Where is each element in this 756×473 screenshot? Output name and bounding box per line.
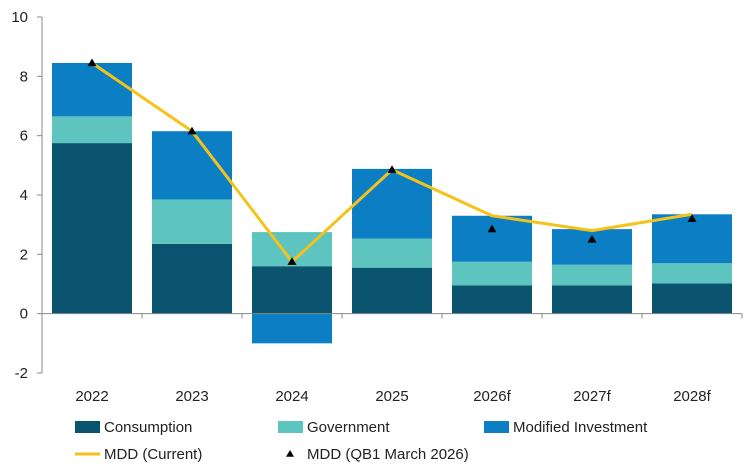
legend-label: Modified Investment [513,419,648,436]
marker-mdd-qb1-2024 [287,257,297,265]
y-tick-label: 8 [20,68,28,85]
x-tick-label: 2024 [275,388,308,405]
y-tick-label: 2 [20,246,28,263]
bar-consumption-2025 [352,267,432,314]
x-tick-label: 2026f [473,388,511,405]
bar-government-2025 [352,238,432,268]
bar-consumption-2028f [652,283,732,314]
bar-modified-investment-2027f [552,229,632,265]
marker-mdd-qb1-2023 [187,126,197,135]
bar-modified-investment-2028f [652,214,732,264]
y-tick-label: 10 [11,9,28,26]
y-tick-label: 4 [20,187,28,204]
marker-mdd-qb1-2025 [387,165,397,173]
bar-consumption-2024 [252,266,332,314]
y-tick-label: -2 [15,365,28,382]
legend-swatch [75,421,100,433]
marker-mdd-qb1-2028f [687,214,697,222]
y-tick-label: 6 [20,128,28,145]
x-tick-label: 2023 [175,388,208,405]
marker-mdd-qb1-2026f [487,224,497,233]
bar-government-2023 [152,199,232,244]
bar-consumption-2022 [52,143,132,314]
legend-swatch [278,421,303,433]
x-tick-label: 2025 [375,388,408,405]
bar-government-2028f [652,263,732,284]
y-tick-label: 0 [20,306,28,323]
bar-consumption-2027f [552,285,632,314]
bar-consumption-2023 [152,243,232,314]
bar-stacks [52,62,732,344]
legend-label: Government [307,419,390,436]
y-axis: -2 0 2 4 6 8 10 [11,9,43,382]
x-axis [41,313,743,319]
bar-government-2026f [452,261,532,286]
bar-modified-investment-2022 [52,62,132,117]
marker-mdd-qb1-2027f [587,235,597,243]
legend-label: Consumption [104,419,192,436]
legend: Consumption Government Modified Investment… [75,419,648,463]
bar-government-2027f [552,264,632,286]
legend-swatch [484,421,509,433]
x-tick-labels: 2022 2023 2024 2025 2026f 2027f 2028f [75,388,711,405]
bar-modified-investment-2026f [452,215,532,262]
marker-series [87,58,697,265]
x-tick-label: 2028f [673,388,711,405]
legend-label: MDD (Current) [104,446,202,463]
bar-modified-investment-2024 [252,313,332,344]
bar-consumption-2026f [452,285,532,314]
marker-mdd-qb1-2022 [87,58,97,67]
x-tick-label: 2022 [75,388,108,405]
legend-label: MDD (QB1 March 2026) [307,446,469,463]
legend-swatch [286,450,294,457]
bar-government-2022 [52,116,132,144]
x-tick-label: 2027f [573,388,611,405]
bar-modified-investment-2025 [352,168,432,239]
